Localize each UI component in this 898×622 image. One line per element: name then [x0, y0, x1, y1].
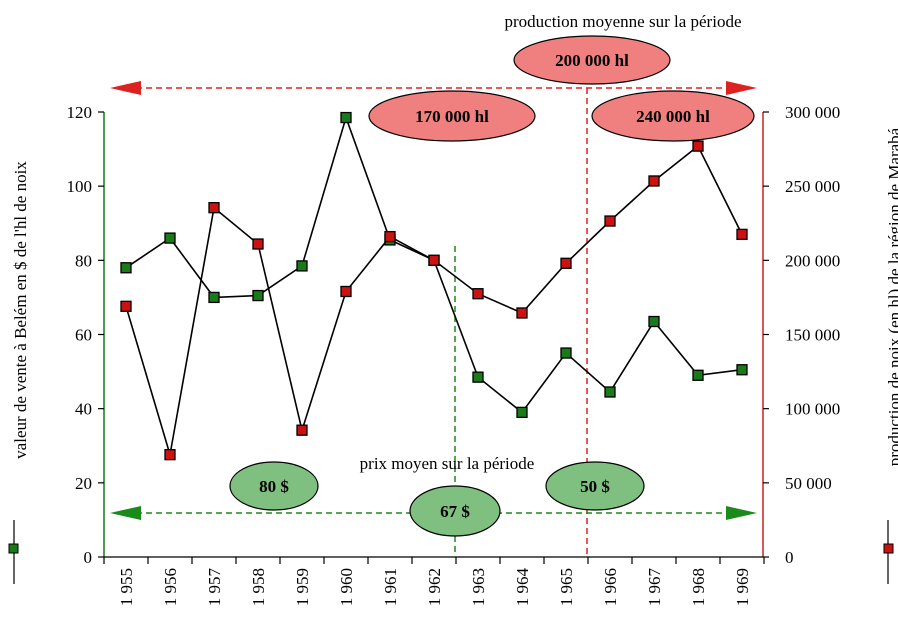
- left-tick-label: 40: [75, 400, 92, 419]
- x-axis-ticks: 1 955 1 956 1 957 1 958 1 959 1 960 1 961 1 962…: [103, 557, 765, 607]
- right-tick-label: 300 000: [785, 103, 840, 122]
- x-tick-label: 1 957: [205, 568, 224, 607]
- svg-text:240 000 hl: 240 000 hl: [636, 107, 710, 126]
- point-price: [252, 289, 264, 302]
- point-price: [516, 406, 528, 419]
- x-tick-label: 1 966: [601, 568, 620, 606]
- series-layer: [120, 111, 748, 461]
- point-production: [384, 230, 396, 243]
- bubble-price-late: 50 $: [545, 461, 645, 511]
- x-tick-label: 1 963: [469, 568, 488, 606]
- x-tick-label: 1 962: [425, 568, 444, 606]
- point-production: [604, 215, 616, 227]
- point-price: [560, 347, 572, 359]
- point-production: [472, 288, 484, 300]
- svg-text:67 $: 67 $: [440, 502, 470, 521]
- right-tick-label: 100 000: [785, 400, 840, 419]
- point-price: [648, 315, 660, 328]
- price-average-title: prix moyen sur la période: [360, 454, 535, 473]
- left-tick-label: 60: [75, 326, 92, 345]
- right-tick-label: 250 000: [785, 177, 840, 196]
- price-arrow-right-head: [726, 506, 757, 520]
- left-tick-label: 100: [67, 177, 93, 196]
- production-average-title: production moyenne sur la période: [505, 12, 742, 31]
- bubble-price-overall: 67 $: [409, 485, 501, 537]
- left-tick-label: 20: [75, 474, 92, 493]
- x-tick-label: 1 958: [249, 568, 268, 606]
- x-tick-label: 1 955: [117, 568, 136, 606]
- svg-text:80 $: 80 $: [259, 477, 289, 496]
- point-price: [472, 371, 484, 383]
- legend-right-marker: [883, 520, 894, 584]
- x-tick-label: 1 964: [513, 568, 532, 607]
- point-price: [604, 386, 616, 398]
- right-tick-label: 0: [785, 548, 794, 567]
- point-production: [428, 254, 440, 266]
- point-price: [340, 111, 352, 124]
- point-price: [164, 232, 176, 244]
- point-production: [692, 140, 704, 152]
- x-tick-label: 1 956: [161, 568, 180, 606]
- left-axis-title: valeur de vente à Belém en $ de l'hl de …: [11, 161, 30, 459]
- x-tick-label: 1 965: [557, 568, 576, 606]
- left-axis-ticks: 0 20 40 60 80 100 120: [67, 103, 104, 567]
- point-production: [516, 307, 528, 319]
- x-tick-label: 1 959: [293, 568, 312, 606]
- point-production: [736, 228, 748, 241]
- left-tick-label: 0: [84, 548, 93, 567]
- bubble-production-late: 240 000 hl: [591, 90, 755, 142]
- production-arrow-right-head: [726, 81, 757, 95]
- right-tick-label: 200 000: [785, 251, 840, 270]
- point-production: [648, 175, 660, 187]
- left-tick-label: 80: [75, 251, 92, 270]
- x-tick-label: 1 960: [337, 568, 356, 606]
- x-tick-label: 1 969: [733, 568, 752, 606]
- x-tick-label: 1 961: [381, 568, 400, 606]
- point-price: [208, 291, 220, 304]
- production-arrow-left-head: [110, 81, 141, 95]
- bubble-production-overall: 200 000 hl: [513, 35, 671, 85]
- point-production: [164, 448, 176, 461]
- bubble-production-early: 170 000 hl: [368, 90, 536, 142]
- point-production: [340, 285, 352, 298]
- bubble-price-early: 80 $: [229, 461, 319, 511]
- right-tick-label: 50 000: [785, 474, 832, 493]
- right-tick-label: 150 000: [785, 326, 840, 345]
- left-tick-label: 120: [67, 103, 93, 122]
- point-price: [120, 262, 132, 274]
- x-tick-label: 1 968: [689, 568, 708, 606]
- point-production: [120, 300, 132, 312]
- svg-text:50 $: 50 $: [580, 477, 610, 496]
- point-production: [560, 257, 572, 269]
- x-tick-label: 1 967: [645, 568, 664, 607]
- right-axis-title: production de noix (en hl) de la région …: [885, 127, 898, 466]
- legend-left-marker: [8, 520, 19, 584]
- price-arrow-left-head: [110, 506, 141, 520]
- point-price: [296, 260, 308, 272]
- point-production: [296, 424, 308, 436]
- point-price: [736, 364, 748, 376]
- svg-text:170 000 hl: 170 000 hl: [415, 107, 489, 126]
- right-axis-ticks: 0 50 000 100 000 150 000 200 000 250 000 300 0…: [763, 103, 840, 567]
- point-price: [692, 369, 704, 381]
- point-production: [252, 238, 264, 250]
- point-production: [208, 202, 220, 214]
- svg-text:200 000 hl: 200 000 hl: [555, 51, 629, 70]
